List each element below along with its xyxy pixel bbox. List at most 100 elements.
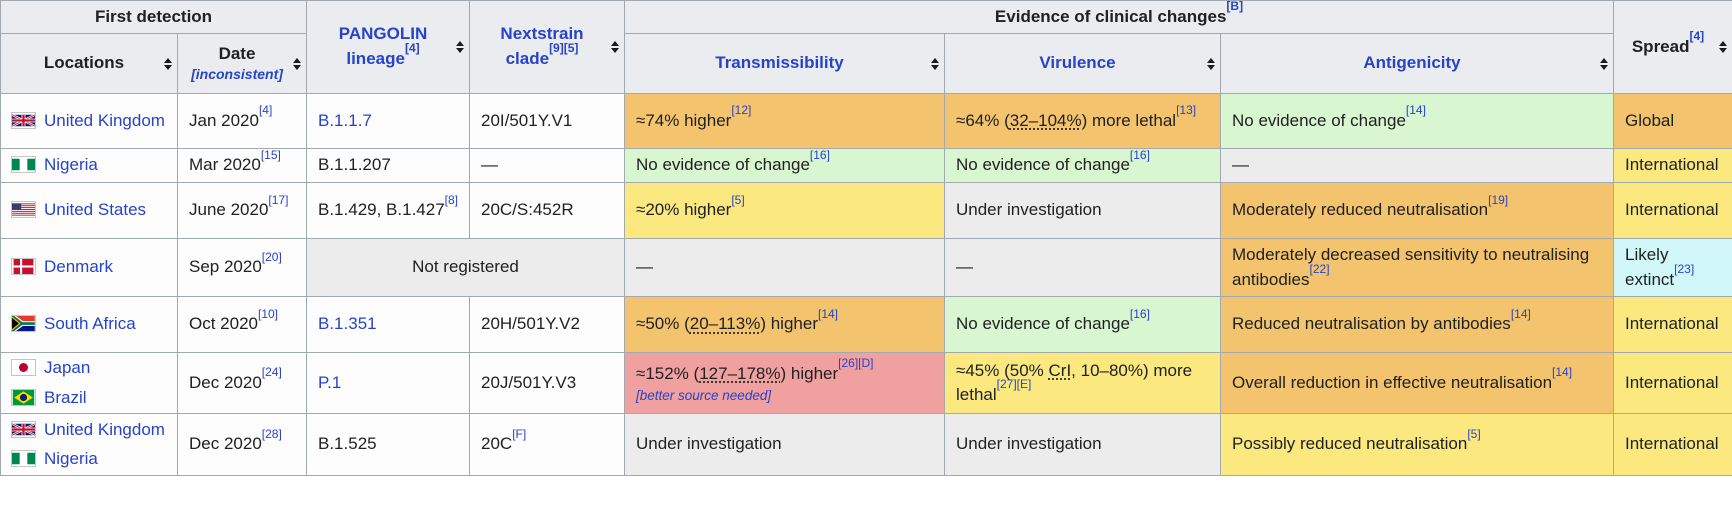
virulence-link[interactable]: Virulence bbox=[1039, 53, 1115, 72]
reference-link[interactable]: [4] bbox=[1689, 29, 1704, 43]
clade-text: 20C/S:452R bbox=[481, 200, 574, 219]
location-link[interactable]: South Africa bbox=[44, 314, 136, 333]
lineage-cell: B.1.1.207 bbox=[307, 149, 470, 183]
cell-text: International bbox=[1625, 200, 1719, 219]
location-link[interactable]: Japan bbox=[44, 358, 90, 377]
inconsistent-flag-link[interactable]: [inconsistent] bbox=[191, 66, 283, 82]
reference-link[interactable]: [9][5] bbox=[549, 41, 578, 55]
transmissibility-cell: ≈74% higher[12] bbox=[625, 94, 945, 149]
location-link[interactable]: Nigeria bbox=[44, 155, 98, 174]
virulence-cell: Under investigation bbox=[945, 183, 1221, 239]
sort-icon[interactable] bbox=[293, 58, 301, 70]
better-source-needed-link[interactable]: [better source needed] bbox=[636, 388, 933, 404]
date-cell: Dec 2020[24] bbox=[178, 353, 307, 414]
header-virulence[interactable]: Virulence bbox=[945, 34, 1221, 94]
reference-link[interactable]: [F] bbox=[512, 427, 526, 441]
sort-icon[interactable] bbox=[1600, 58, 1608, 70]
cell-text: Reduced neutralisation by antibodies bbox=[1232, 314, 1511, 333]
location-cell: United Kingdom Nigeria bbox=[1, 414, 178, 476]
reference-link[interactable]: [10] bbox=[258, 307, 278, 321]
location-link[interactable]: Brazil bbox=[44, 388, 87, 407]
reference-link[interactable]: [B] bbox=[1226, 0, 1243, 13]
reference-link[interactable]: [16] bbox=[1130, 307, 1150, 321]
header-nextstrain-clade[interactable]: Nextstrain clade[9][5] bbox=[470, 1, 625, 94]
lineage-cell: P.1 bbox=[307, 353, 470, 414]
header-date[interactable]: Date [inconsistent] bbox=[178, 34, 307, 94]
clade-cell: 20C[F] bbox=[470, 414, 625, 476]
date-cell: Oct 2020[10] bbox=[178, 297, 307, 353]
reference-link[interactable]: [14] bbox=[818, 307, 838, 321]
reference-link[interactable]: [12] bbox=[731, 103, 751, 117]
location-link[interactable]: United Kingdom bbox=[44, 111, 165, 130]
reference-link[interactable]: [5] bbox=[731, 193, 744, 207]
evidence-label: Evidence of clinical changes bbox=[995, 7, 1226, 26]
sort-icon[interactable] bbox=[931, 58, 939, 70]
spread-cell: International bbox=[1614, 297, 1732, 353]
lineage-clade-cell: Not registered bbox=[307, 239, 625, 297]
header-transmissibility[interactable]: Transmissibility bbox=[625, 34, 945, 94]
cell-text: Likely extinct bbox=[1625, 245, 1674, 289]
clade-cell: 20C/S:452R bbox=[470, 183, 625, 239]
cell-text: Under investigation bbox=[636, 434, 782, 453]
header-locations[interactable]: Locations bbox=[1, 34, 178, 94]
date-cell: Jan 2020[4] bbox=[178, 94, 307, 149]
sort-icon[interactable] bbox=[456, 41, 464, 53]
header-evidence-of-clinical-changes: Evidence of clinical changes[B] bbox=[625, 1, 1614, 34]
reference-link[interactable]: [4] bbox=[259, 103, 272, 117]
cell-text: International bbox=[1625, 155, 1719, 174]
reference-link[interactable]: [22] bbox=[1310, 262, 1330, 276]
sort-icon[interactable] bbox=[164, 58, 172, 70]
reference-link[interactable]: [20] bbox=[262, 250, 282, 264]
location-link[interactable]: Denmark bbox=[44, 257, 113, 276]
table-row: Denmark Sep 2020[20] Not registered — — … bbox=[1, 239, 1732, 297]
reference-link[interactable]: [8] bbox=[445, 193, 458, 207]
tooltip-range: 32–104% bbox=[1010, 111, 1082, 130]
antigenicity-cell: Moderately reduced neutralisation[19] bbox=[1221, 183, 1614, 239]
reference-link[interactable]: [14] bbox=[1511, 307, 1531, 321]
flag-brazil-icon bbox=[12, 390, 35, 405]
reference-link[interactable]: [5] bbox=[1467, 427, 1480, 441]
clade-text: 20C bbox=[481, 434, 512, 453]
reference-link[interactable]: [17] bbox=[268, 193, 288, 207]
cell-text: Under investigation bbox=[956, 200, 1102, 219]
reference-link[interactable]: [23] bbox=[1674, 262, 1694, 276]
flag-united-states-icon bbox=[12, 202, 35, 217]
cell-text: ) more lethal bbox=[1082, 111, 1176, 130]
reference-link[interactable]: [4] bbox=[405, 41, 420, 55]
lineage-link[interactable]: P.1 bbox=[318, 373, 341, 392]
reference-link[interactable]: [24] bbox=[262, 365, 282, 379]
reference-link[interactable]: [16] bbox=[1130, 148, 1150, 162]
lineage-link[interactable]: B.1.1.7 bbox=[318, 111, 372, 130]
reference-link[interactable]: [19] bbox=[1488, 193, 1508, 207]
reference-link[interactable]: [15] bbox=[261, 148, 281, 162]
reference-link[interactable]: [14] bbox=[1406, 103, 1426, 117]
cell-text: ≈74% higher bbox=[636, 111, 731, 130]
header-pangolin-lineage[interactable]: PANGOLIN lineage[4] bbox=[307, 1, 470, 94]
antigenicity-cell: Moderately decreased sensitivity to neut… bbox=[1221, 239, 1614, 297]
location-link[interactable]: Nigeria bbox=[44, 449, 98, 468]
sort-icon[interactable] bbox=[611, 41, 619, 53]
lineage-cell: B.1.351 bbox=[307, 297, 470, 353]
flag-united-kingdom-icon bbox=[12, 113, 35, 128]
header-antigenicity[interactable]: Antigenicity bbox=[1221, 34, 1614, 94]
reference-link[interactable]: [14] bbox=[1552, 365, 1572, 379]
reference-link[interactable]: [13] bbox=[1176, 103, 1196, 117]
antigenicity-link[interactable]: Antigenicity bbox=[1363, 53, 1460, 72]
lineage-text: B.1.429, B.1.427 bbox=[318, 200, 445, 219]
antigenicity-cell: — bbox=[1221, 149, 1614, 183]
header-spread[interactable]: Spread[4] bbox=[1614, 1, 1732, 94]
reference-link[interactable]: [28] bbox=[262, 427, 282, 441]
cell-text: Not registered bbox=[412, 257, 519, 276]
lineage-link[interactable]: B.1.351 bbox=[318, 314, 377, 333]
reference-link[interactable]: [26][D] bbox=[838, 356, 873, 370]
sort-icon[interactable] bbox=[1207, 58, 1215, 70]
clade-text: 20J/501Y.V3 bbox=[481, 373, 576, 392]
location-link[interactable]: United States bbox=[44, 200, 146, 219]
location-link[interactable]: United Kingdom bbox=[44, 420, 165, 439]
variants-table: First detection PANGOLIN lineage[4] Next… bbox=[0, 0, 1732, 476]
sort-icon[interactable] bbox=[1719, 41, 1727, 53]
flag-denmark-icon bbox=[12, 259, 35, 274]
transmissibility-link[interactable]: Transmissibility bbox=[715, 53, 844, 72]
reference-link[interactable]: [16] bbox=[810, 148, 830, 162]
reference-link[interactable]: [27][E] bbox=[997, 377, 1032, 391]
